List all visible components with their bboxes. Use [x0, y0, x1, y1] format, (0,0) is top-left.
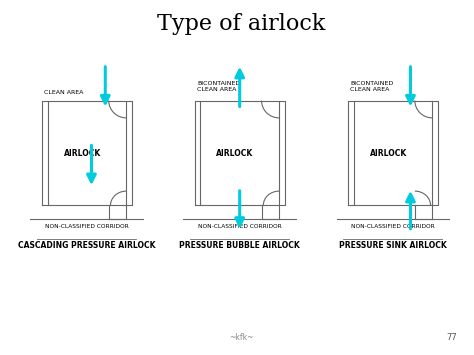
Text: CLEAN AREA: CLEAN AREA	[44, 91, 84, 95]
Text: BICONTAINED
CLEAN AREA: BICONTAINED CLEAN AREA	[350, 82, 393, 92]
Text: AIRLOCK: AIRLOCK	[217, 148, 254, 158]
Text: PRESSURE SINK AIRLOCK: PRESSURE SINK AIRLOCK	[339, 241, 447, 250]
Text: NON-CLASSIFIED CORRIDOR: NON-CLASSIFIED CORRIDOR	[351, 224, 435, 229]
Text: PRESSURE BUBBLE AIRLOCK: PRESSURE BUBBLE AIRLOCK	[179, 241, 300, 250]
Text: AIRLOCK: AIRLOCK	[64, 148, 101, 158]
Text: AIRLOCK: AIRLOCK	[370, 148, 407, 158]
Text: NON-CLASSIFIED CORRIDOR: NON-CLASSIFIED CORRIDOR	[198, 224, 282, 229]
Text: 77: 77	[447, 333, 457, 342]
Text: BICONTAINED
CLEAN AREA: BICONTAINED CLEAN AREA	[197, 82, 240, 92]
Text: Type of airlock: Type of airlock	[157, 13, 325, 35]
Text: NON-CLASSIFIED CORRIDOR: NON-CLASSIFIED CORRIDOR	[45, 224, 129, 229]
Text: ~kfk~: ~kfk~	[229, 333, 253, 342]
Text: CASCADING PRESSURE AIRLOCK: CASCADING PRESSURE AIRLOCK	[18, 241, 155, 250]
